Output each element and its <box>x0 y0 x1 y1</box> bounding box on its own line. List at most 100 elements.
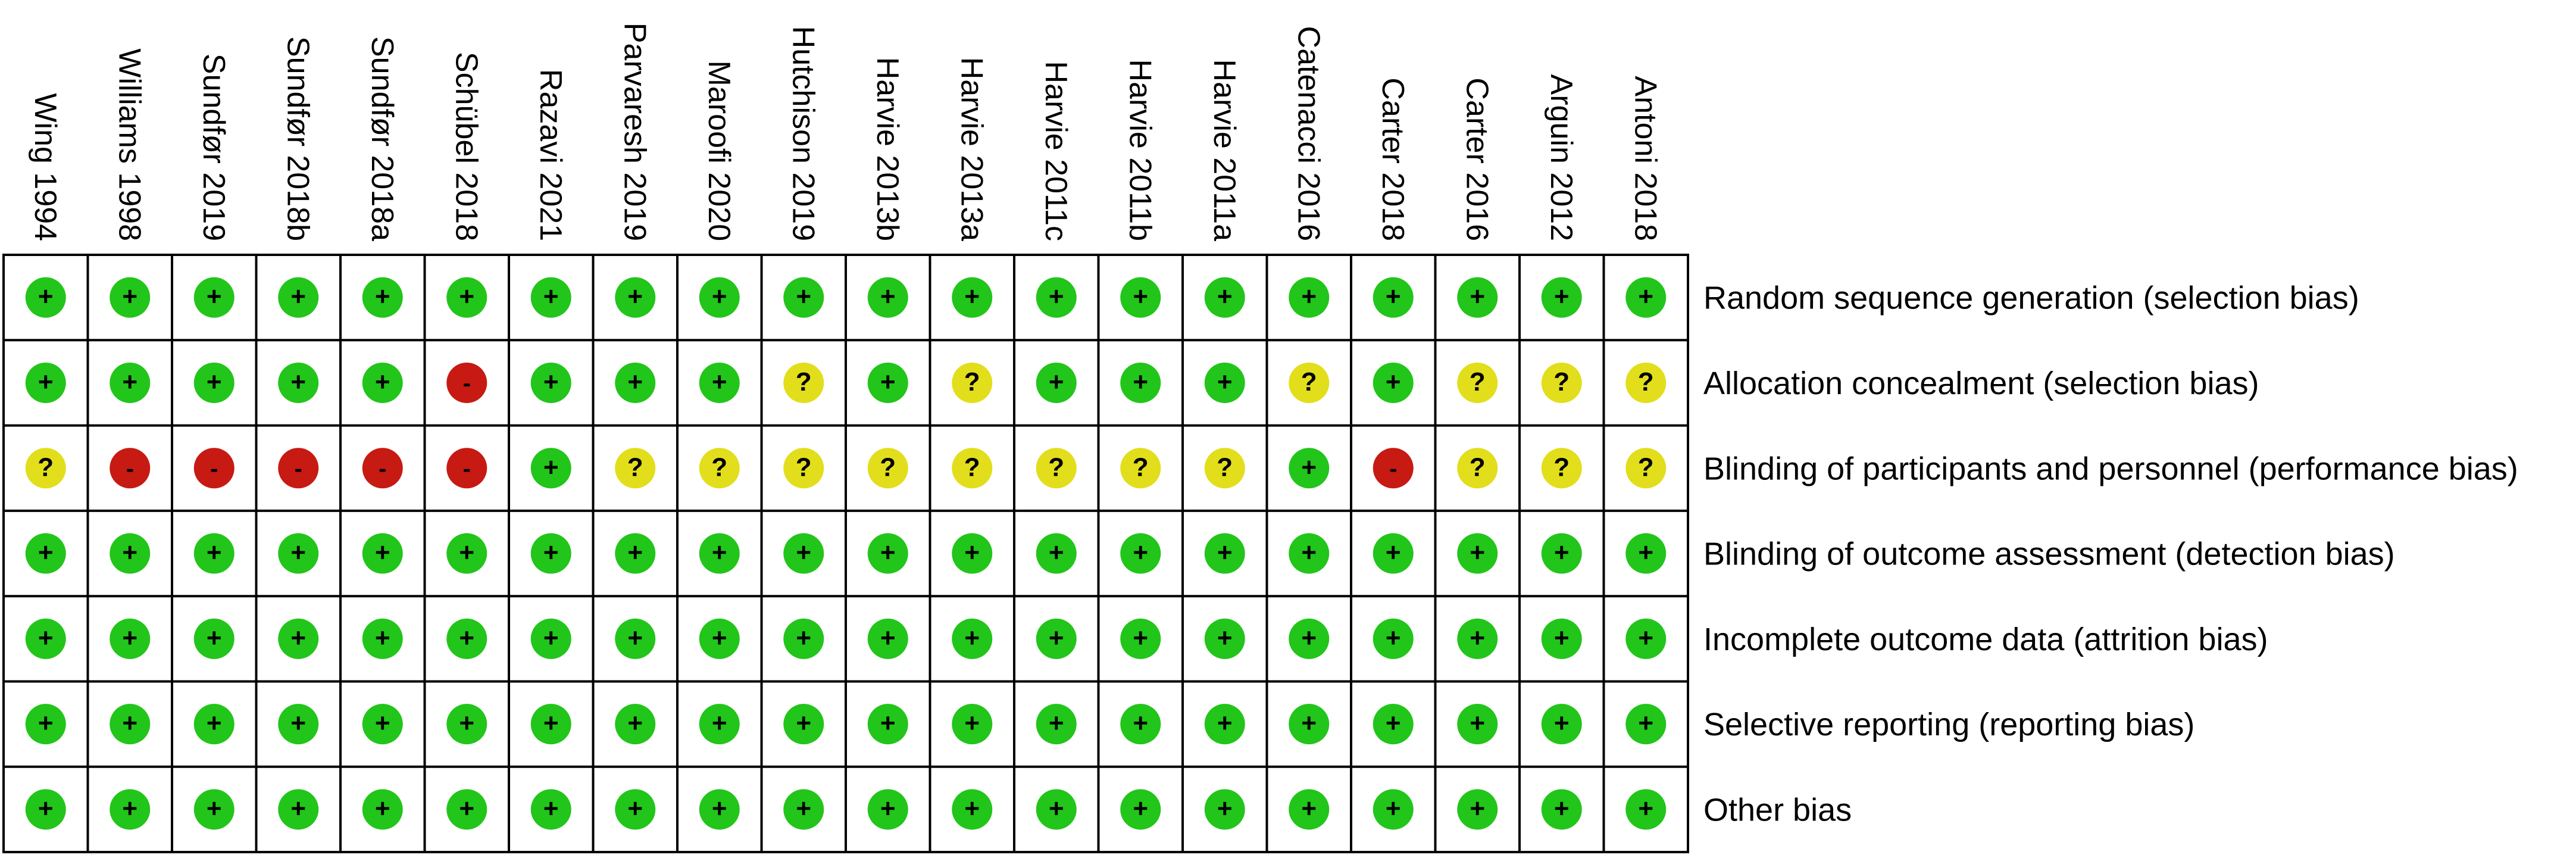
judgement-symbol: + <box>1133 794 1148 823</box>
judgement-cell: + <box>362 618 403 659</box>
judgement-symbol: + <box>1217 794 1233 823</box>
judgement-cell: + <box>783 533 824 574</box>
judgement-circle <box>110 448 151 489</box>
judgement-symbol: + <box>880 794 896 823</box>
judgement-symbol: + <box>207 709 222 738</box>
judgement-symbol: + <box>207 367 222 397</box>
judgement-circle <box>362 789 403 830</box>
study-label: Parvaresh 2019 <box>617 23 652 241</box>
judgement-symbol: ? <box>627 453 643 482</box>
judgement-circle <box>1289 789 1330 830</box>
judgement-symbol: + <box>1217 367 1233 397</box>
judgement-symbol: ? <box>1553 453 1570 482</box>
judgement-symbol: + <box>375 709 390 738</box>
judgement-symbol: + <box>964 623 980 653</box>
judgement-cell: ? <box>25 448 66 489</box>
judgement-cell: + <box>1120 362 1161 403</box>
judgement-circle <box>952 362 993 403</box>
judgement-cell: + <box>278 533 319 574</box>
judgement-circle <box>867 362 908 403</box>
judgement-symbol: + <box>122 282 137 311</box>
judgement-symbol: ? <box>1470 453 1486 482</box>
judgement-cell: + <box>699 704 740 745</box>
judgement-symbol: + <box>1638 538 1653 567</box>
judgement-circle <box>952 789 993 830</box>
domain-labels: Random sequence generation (selection bi… <box>1703 280 2518 828</box>
judgement-cell: + <box>193 362 235 403</box>
judgement-cell: + <box>1036 789 1077 830</box>
judgement-circle <box>1036 533 1077 574</box>
judgement-symbol: + <box>290 282 306 311</box>
judgement-circle <box>110 362 151 403</box>
judgement-symbol: + <box>964 794 980 823</box>
judgement-symbol: + <box>1217 538 1233 567</box>
judgement-circle <box>699 362 740 403</box>
study-label: Sundfør 2019 <box>196 54 231 241</box>
judgement-circle <box>1457 789 1498 830</box>
judgement-symbol: ? <box>964 453 980 482</box>
judgement-symbol: - <box>295 455 302 482</box>
judgement-symbol: + <box>1133 709 1148 738</box>
judgement-cell: + <box>362 362 403 403</box>
judgement-circle <box>1625 618 1667 659</box>
judgement-cell: + <box>530 533 571 574</box>
study-label: Harvie 2011b <box>1123 60 1157 241</box>
judgement-symbol: ? <box>880 453 896 482</box>
study-label: Catenacci 2016 <box>1291 26 1325 241</box>
judgement-symbol: + <box>1386 623 1401 653</box>
judgement-circle <box>1625 789 1667 830</box>
judgement-cell: + <box>446 533 487 574</box>
judgement-symbol: + <box>880 709 896 738</box>
judgement-circle <box>530 618 571 659</box>
judgement-cell: + <box>615 789 656 830</box>
judgement-circle <box>278 362 319 403</box>
judgement-cell: + <box>278 618 319 659</box>
judgement-circle <box>193 448 235 489</box>
study-label: Razavi 2021 <box>533 69 568 241</box>
judgement-circle <box>1457 618 1498 659</box>
judgement-symbol: + <box>459 538 474 567</box>
judgement-circle <box>1204 362 1245 403</box>
domain-label: Blinding of participants and personnel (… <box>1703 451 2518 486</box>
judgement-cell: + <box>699 362 740 403</box>
judgement-cell: ? <box>783 448 824 489</box>
judgement-circle <box>446 448 487 489</box>
judgement-cell: ? <box>1625 448 1667 489</box>
judgement-symbol: + <box>964 709 980 738</box>
judgement-cell: + <box>952 277 993 318</box>
judgement-cell: + <box>1457 277 1498 318</box>
judgement-circle <box>1541 533 1582 574</box>
judgement-circle <box>952 704 993 745</box>
study-label: Harvie 2013b <box>870 57 905 241</box>
domain-label: Other bias <box>1703 792 1852 828</box>
judgement-cell: + <box>25 704 66 745</box>
judgement-circle <box>446 533 487 574</box>
judgement-symbol: + <box>290 794 306 823</box>
judgement-cell: + <box>362 533 403 574</box>
judgement-cell: + <box>110 704 151 745</box>
judgement-circle <box>278 277 319 318</box>
judgement-circle <box>1373 789 1414 830</box>
domain-label: Incomplete outcome data (attrition bias) <box>1703 622 2268 657</box>
judgement-symbol: - <box>463 455 471 482</box>
judgement-circle <box>1625 277 1667 318</box>
judgement-cell: + <box>110 277 151 318</box>
judgement-circle <box>615 277 656 318</box>
judgement-cell: + <box>1204 533 1245 574</box>
judgement-circle <box>1289 618 1330 659</box>
judgement-circle <box>783 704 824 745</box>
judgement-cell: - <box>110 448 151 489</box>
judgement-circle <box>1373 362 1414 403</box>
judgement-cell: + <box>952 789 993 830</box>
judgement-cell: + <box>278 277 319 318</box>
judgement-symbol: + <box>122 709 137 738</box>
judgement-symbol: + <box>627 282 643 311</box>
judgement-symbol: + <box>1386 794 1401 823</box>
judgement-cell: ? <box>615 448 656 489</box>
judgement-symbol: + <box>1554 623 1570 653</box>
judgement-cell: + <box>110 362 151 403</box>
judgement-circle <box>867 448 908 489</box>
judgement-circle <box>952 277 993 318</box>
judgement-cell: + <box>1204 618 1245 659</box>
